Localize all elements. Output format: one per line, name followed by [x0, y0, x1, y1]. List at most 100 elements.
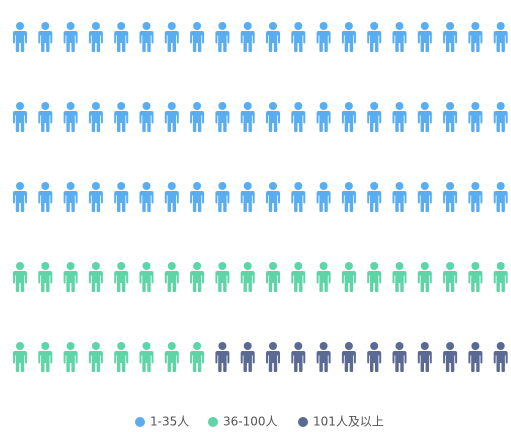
person-icon [190, 262, 205, 292]
person-icon [88, 182, 103, 212]
person-icon [417, 182, 432, 212]
person-icon [443, 342, 458, 372]
person-icon [392, 22, 407, 52]
person-icon [38, 22, 53, 52]
person-icon [190, 182, 205, 212]
person-icon [316, 262, 331, 292]
person-icon [164, 182, 179, 212]
person-icon [493, 182, 508, 212]
legend-label: 36-100人 [223, 415, 278, 429]
person-icon [114, 22, 129, 52]
person-icon [190, 102, 205, 132]
person-icon [240, 262, 255, 292]
legend-label: 1-35人 [150, 415, 189, 429]
person-icon [316, 342, 331, 372]
legend-marker [298, 417, 308, 427]
person-icon [341, 342, 356, 372]
person-icon [240, 182, 255, 212]
person-icon [114, 342, 129, 372]
person-icon [291, 342, 306, 372]
person-icon [367, 182, 382, 212]
person-icon [341, 262, 356, 292]
person-icon [493, 342, 508, 372]
person-icon [38, 182, 53, 212]
person-icon [266, 262, 280, 292]
person-icon [63, 182, 78, 212]
legend-marker [208, 417, 218, 427]
person-icon [114, 182, 129, 212]
person-icon [13, 262, 27, 292]
person-icon [392, 182, 407, 212]
person-icon [88, 262, 103, 292]
person-icon [367, 102, 382, 132]
person-icon [38, 342, 53, 372]
person-icon [164, 342, 179, 372]
person-icon [417, 262, 432, 292]
person-icon [316, 22, 331, 52]
person-icon [266, 102, 280, 132]
person-icon [367, 22, 382, 52]
person-icon [215, 22, 230, 52]
person-icon [13, 342, 27, 372]
person-icon [38, 262, 53, 292]
person-icon [190, 22, 205, 52]
legend-label: 101人及以上 [313, 415, 384, 429]
person-icon [341, 102, 356, 132]
person-icon [443, 22, 458, 52]
person-icon [266, 342, 280, 372]
person-icon [392, 262, 407, 292]
person-icon [63, 102, 78, 132]
person-icon [114, 262, 129, 292]
person-icon [266, 182, 280, 212]
person-icon [139, 102, 154, 132]
person-icon [240, 342, 255, 372]
person-icon [443, 262, 458, 292]
person-icon [164, 22, 179, 52]
person-icon [13, 102, 27, 132]
person-icon [38, 102, 53, 132]
person-icon [291, 262, 306, 292]
person-icon [88, 22, 103, 52]
person-icon [392, 342, 407, 372]
person-icon [468, 102, 483, 132]
person-icon [291, 182, 306, 212]
person-icon [493, 102, 508, 132]
person-icon [63, 342, 78, 372]
person-icon [316, 102, 331, 132]
person-icon [468, 262, 483, 292]
person-icon [266, 22, 280, 52]
person-icon [417, 22, 432, 52]
person-icon [63, 262, 78, 292]
person-icon [13, 182, 27, 212]
person-icon [493, 22, 508, 52]
person-icon [164, 102, 179, 132]
person-icon [367, 262, 382, 292]
person-icon [367, 342, 382, 372]
person-icon [215, 102, 230, 132]
person-icon [13, 22, 27, 52]
person-icon [316, 182, 331, 212]
person-icon [291, 102, 306, 132]
person-icon [341, 182, 356, 212]
person-icon [63, 22, 78, 52]
person-icon [88, 102, 103, 132]
person-icon [468, 182, 483, 212]
person-icon [139, 262, 154, 292]
person-icon [215, 342, 230, 372]
legend-marker [135, 417, 145, 427]
person-icon [215, 182, 230, 212]
person-icon [88, 342, 103, 372]
person-icon [139, 182, 154, 212]
person-icon [190, 342, 205, 372]
person-icon [240, 22, 255, 52]
person-icon [493, 262, 508, 292]
person-icon [468, 22, 483, 52]
person-icon [417, 102, 432, 132]
person-icon [443, 102, 458, 132]
person-icon [417, 342, 432, 372]
person-icon [291, 22, 306, 52]
person-icon [240, 102, 255, 132]
person-icon [114, 102, 129, 132]
person-icon [164, 262, 179, 292]
